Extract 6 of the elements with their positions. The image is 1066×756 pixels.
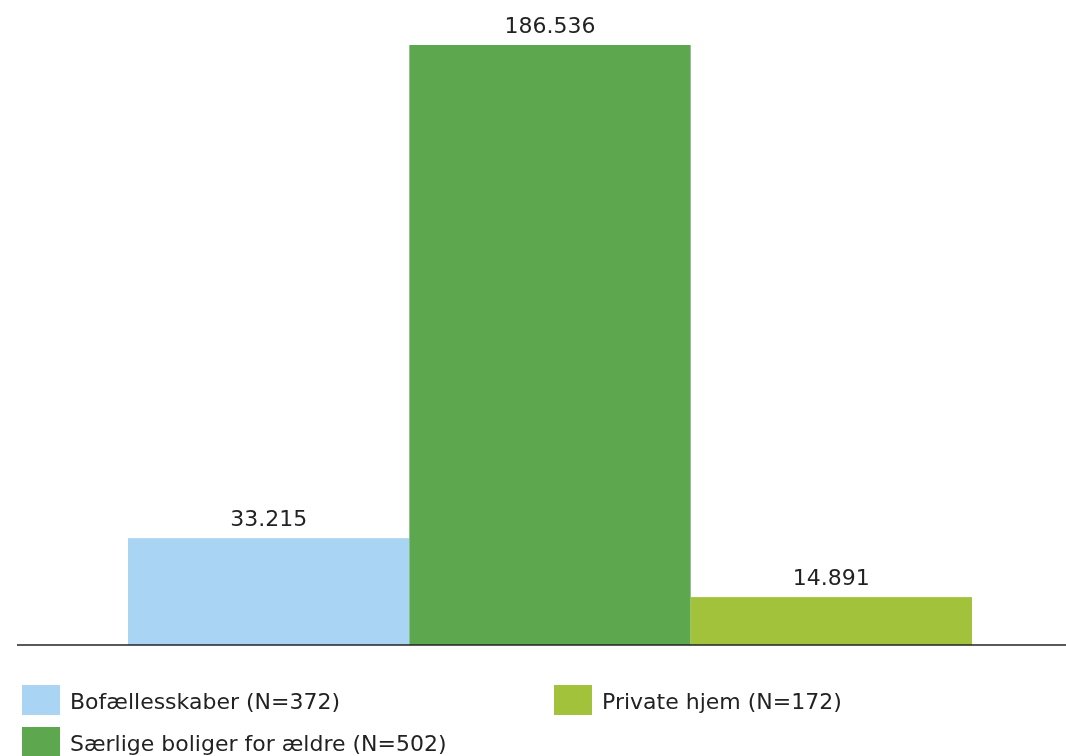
legend-label: Særlige boliger for ældre (N=502) [70,731,447,756]
legend-label: Private hjem (N=172) [602,689,842,714]
data-label: 14.891 [792,565,870,591]
data-label: 33.215 [230,506,308,532]
data-label: 186.536 [504,13,596,38]
legend-label: Bofællesskaber (N=372) [70,689,341,714]
